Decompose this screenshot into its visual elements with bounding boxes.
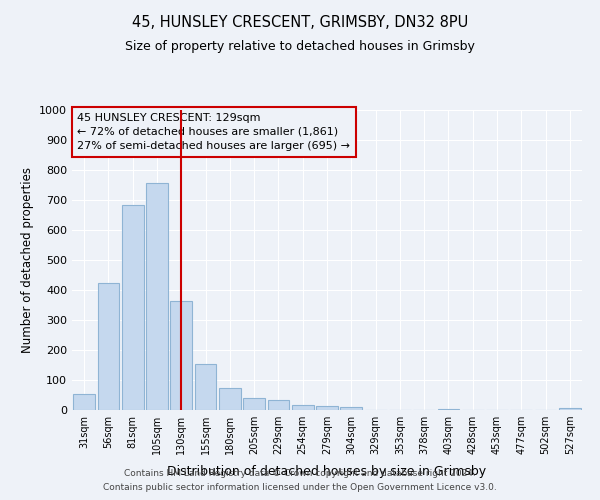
Text: Size of property relative to detached houses in Grimsby: Size of property relative to detached ho… [125, 40, 475, 53]
Bar [268, 400, 289, 410]
Bar [219, 388, 241, 410]
Bar [146, 182, 168, 410]
Bar [122, 204, 143, 410]
Bar [437, 408, 460, 410]
Bar [170, 300, 192, 410]
Bar [316, 406, 338, 410]
Text: Contains HM Land Registry data © Crown copyright and database right 2024.: Contains HM Land Registry data © Crown c… [124, 468, 476, 477]
Bar [559, 408, 581, 410]
Bar [194, 364, 217, 410]
Bar [340, 407, 362, 410]
X-axis label: Distribution of detached houses by size in Grimsby: Distribution of detached houses by size … [167, 466, 487, 478]
Text: Contains public sector information licensed under the Open Government Licence v3: Contains public sector information licen… [103, 484, 497, 492]
Bar [97, 282, 119, 410]
Bar [73, 394, 95, 410]
Y-axis label: Number of detached properties: Number of detached properties [20, 167, 34, 353]
Bar [243, 398, 265, 410]
Text: 45 HUNSLEY CRESCENT: 129sqm
← 72% of detached houses are smaller (1,861)
27% of : 45 HUNSLEY CRESCENT: 129sqm ← 72% of det… [77, 113, 350, 151]
Text: 45, HUNSLEY CRESCENT, GRIMSBY, DN32 8PU: 45, HUNSLEY CRESCENT, GRIMSBY, DN32 8PU [132, 15, 468, 30]
Bar [292, 404, 314, 410]
